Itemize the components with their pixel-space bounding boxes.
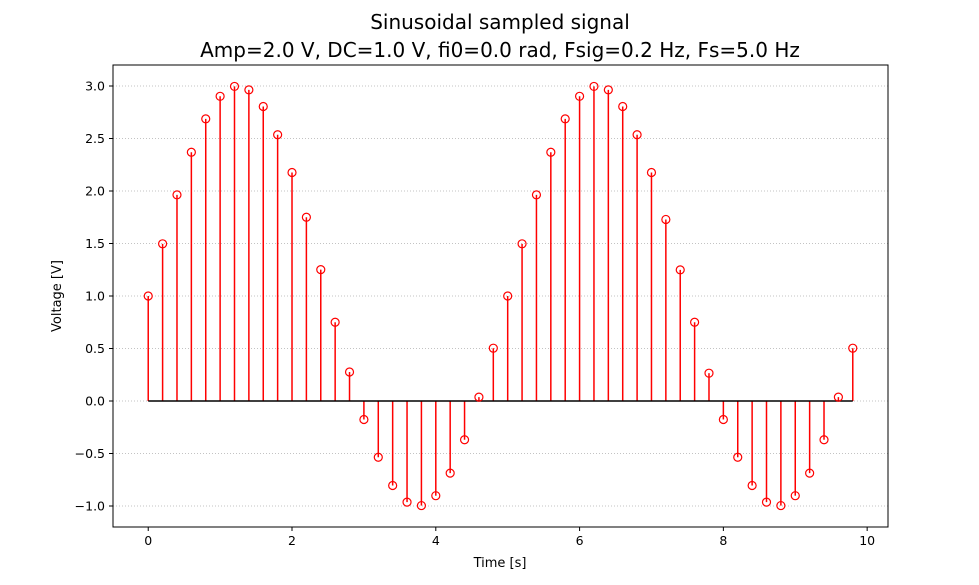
stem-marker xyxy=(359,414,369,425)
y-tick-label: −0.5 xyxy=(75,446,105,461)
stem-marker xyxy=(618,101,628,112)
stem-marker xyxy=(675,265,685,275)
y-tick-label: 1.0 xyxy=(85,289,105,304)
stem-marker xyxy=(805,468,815,478)
stem-marker xyxy=(215,91,225,101)
x-tick-label: 2 xyxy=(288,533,296,548)
stem-marker xyxy=(488,343,498,353)
y-tick-label: 2.0 xyxy=(85,184,105,199)
x-axis-label: Time [s] xyxy=(473,556,527,571)
stem-marker xyxy=(733,452,743,462)
stem-marker xyxy=(301,212,311,222)
stem-marker xyxy=(316,265,326,275)
stem-marker xyxy=(186,147,196,157)
stem-marker xyxy=(632,130,642,140)
stem-marker xyxy=(287,167,297,178)
stem-marker xyxy=(416,500,427,511)
stem-marker xyxy=(776,500,786,511)
stem-marker xyxy=(718,414,728,425)
stem-marker xyxy=(158,239,168,249)
x-tick-label: 8 xyxy=(719,533,727,548)
y-tick-label: −1.0 xyxy=(75,499,105,514)
stem-marker xyxy=(690,317,700,327)
stem-marker xyxy=(459,435,470,445)
stem-marker xyxy=(172,190,182,200)
stem-marker xyxy=(258,101,268,112)
stem-marker xyxy=(201,114,211,124)
stem-marker xyxy=(229,81,240,92)
stem-marker xyxy=(574,91,585,101)
stem-marker xyxy=(445,468,455,478)
stem-marker xyxy=(646,167,657,178)
stem-marker xyxy=(761,497,772,507)
stem-marker xyxy=(560,114,570,124)
stem-series xyxy=(147,86,854,506)
grid-lines xyxy=(113,85,888,507)
y-axis-label: Voltage [V] xyxy=(50,260,65,332)
y-tick-label: 1.5 xyxy=(85,236,105,251)
axes xyxy=(109,64,889,531)
stem-marker xyxy=(531,190,542,200)
stem-marker xyxy=(704,368,714,378)
chart-title: Sinusoidal sampled signal xyxy=(370,10,630,34)
stem-marker xyxy=(790,491,800,501)
stem-marker xyxy=(747,480,757,491)
y-tick-label: 0.0 xyxy=(85,394,105,409)
stem-marker xyxy=(143,291,153,301)
stem-marker xyxy=(402,497,412,507)
stem-marker xyxy=(431,491,441,501)
stem-marker xyxy=(273,130,283,140)
stem-marker xyxy=(344,367,355,377)
x-tick-label: 10 xyxy=(859,533,875,548)
y-tick-label: 2.5 xyxy=(85,131,105,146)
stem-marker xyxy=(244,85,254,95)
stem-marker xyxy=(603,85,613,95)
tick-labels: 0 2 4 6 8 10 −1.0 −0.5 0.0 0.5 1.0 1.5 2.0 2.5 3.0 xyxy=(75,79,876,549)
stem-marker xyxy=(373,452,383,462)
stem-marker xyxy=(503,291,513,301)
stem-markers xyxy=(143,81,858,511)
stem-marker xyxy=(517,239,527,249)
stem-marker xyxy=(589,81,599,92)
stem-marker xyxy=(848,343,858,353)
stem-marker xyxy=(546,147,556,157)
stem-marker xyxy=(661,214,671,225)
stem-marker xyxy=(833,392,843,402)
x-tick-label: 0 xyxy=(144,533,152,548)
stem-marker xyxy=(330,317,340,327)
x-tick-label: 4 xyxy=(432,533,440,548)
stem-marker xyxy=(474,392,484,402)
x-tick-label: 6 xyxy=(576,533,584,548)
y-tick-label: 3.0 xyxy=(85,79,105,94)
stem-marker xyxy=(819,435,829,445)
chart-subtitle: Amp=2.0 V, DC=1.0 V, fi0=0.0 rad, Fsig=0… xyxy=(200,38,800,62)
y-tick-label: 0.5 xyxy=(85,341,105,356)
stem-marker xyxy=(388,480,398,491)
